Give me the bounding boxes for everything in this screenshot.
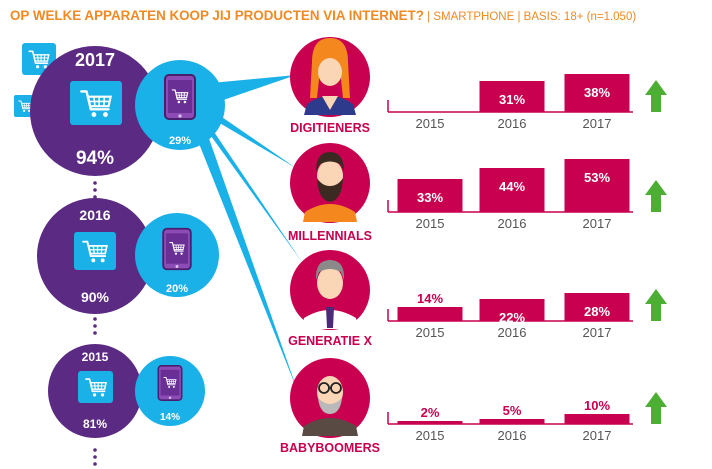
avatar-millennials — [290, 143, 370, 223]
year-circle-2016: 2016 90% — [37, 198, 153, 314]
generation-label-millennials: MILLENNIALS — [288, 229, 372, 243]
bar-millennials-2016 — [479, 168, 545, 212]
smartphone-label-2017: 29% — [169, 135, 191, 147]
header-separator-2: | — [514, 11, 524, 23]
bar-babyboomers-2016 — [479, 419, 545, 424]
x-tick-babyboomers-2015: 2015 — [416, 428, 445, 443]
total-label-2015: 81% — [83, 417, 107, 431]
x-tick-millennials-2015: 2015 — [416, 216, 445, 231]
x-tick-generatie-x-2017: 2017 — [583, 325, 612, 340]
trend-up-arrow-icon — [645, 289, 667, 321]
x-tick-babyboomers-2017: 2017 — [583, 428, 612, 443]
chart-header: OP WELKE APPARATEN KOOP JIJ PRODUCTEN VI… — [10, 8, 636, 23]
smartphone-label-2016: 20% — [166, 283, 188, 295]
x-tick-generatie-x-2015: 2015 — [416, 325, 445, 340]
bar-babyboomers-2017 — [564, 414, 630, 424]
portraits — [290, 37, 370, 438]
avatar-babyboomers — [290, 358, 370, 438]
year-circle-2017: 2017 94% — [30, 46, 160, 176]
bar-group-babyboomers: 2% 2015 5% 2016 10% 2017 — [387, 392, 667, 443]
generation-label-generatie-x: GENERATIE X — [288, 334, 372, 348]
trend-up-arrow-icon — [645, 80, 667, 112]
bar-group-millennials: 33% 2015 44% 2016 53% 2017 — [387, 159, 667, 231]
bar-label-digitieners-2017: 38% — [584, 85, 610, 100]
year-label-2016: 2016 — [79, 207, 110, 223]
total-label-2017: 94% — [76, 148, 114, 169]
bar-label-millennials-2015: 33% — [417, 190, 443, 205]
x-tick-digitieners-2016: 2016 — [498, 116, 527, 131]
header-separator-1: | — [423, 11, 434, 23]
chart-question: OP WELKE APPARATEN KOOP JIJ PRODUCTEN VI… — [10, 8, 424, 23]
timeline-dots — [93, 181, 97, 466]
bar-label-babyboomers-2017: 10% — [584, 398, 610, 413]
avatar-digitieners — [290, 37, 370, 117]
bar-charts: 201531%201638%201733%201544%201653%20171… — [387, 74, 667, 443]
trend-up-arrow-icon — [645, 180, 667, 212]
bar-group-generatie-x: 14% 2015 22%2016 28% 2017 — [387, 289, 667, 340]
generation-labels: DIGITIENERS MILLENNIALS GENERATIE X BABY… — [280, 121, 380, 455]
bar-digitieners-2016 — [479, 81, 545, 112]
bar-generatie-x-2017 — [564, 293, 630, 321]
bar-millennials-2017 — [564, 159, 630, 212]
timeline: 2017 94% 29% 2016 90% 20% 2015 — [14, 43, 225, 466]
bar-millennials-2015 — [397, 179, 463, 212]
header-device: SMARTPHONE — [433, 11, 515, 23]
x-tick-millennials-2016: 2016 — [498, 216, 527, 231]
smartphone-circle-2017: 29% — [135, 60, 225, 150]
bar-generatie-x-2015 — [397, 307, 463, 321]
x-tick-babyboomers-2016: 2016 — [498, 428, 527, 443]
year-circle-2015: 2015 81% — [48, 344, 142, 438]
bar-label-babyboomers-2016: 5% — [503, 403, 522, 418]
x-tick-generatie-x-2016: 2016 — [498, 325, 527, 340]
bar-label-babyboomers-2015: 2% — [421, 405, 440, 420]
bar-babyboomers-2015 — [397, 421, 463, 424]
bar-group-digitieners: 2015 31% 2016 38% 2017 — [387, 74, 667, 131]
bar-label-generatie-x-2017: 28% — [584, 304, 610, 319]
x-tick-digitieners-2017: 2017 — [583, 116, 612, 131]
bar-label-generatie-x-2016: 22% — [499, 310, 525, 325]
bar-generatie-x-2016 — [479, 299, 545, 321]
bar-label-digitieners-2016: 31% — [499, 92, 525, 107]
total-label-2016: 90% — [81, 289, 110, 305]
generation-label-digitieners: DIGITIENERS — [290, 121, 370, 135]
year-label-2015: 2015 — [82, 350, 109, 364]
smartphone-label-2015: 14% — [160, 412, 180, 423]
year-label-2017: 2017 — [75, 50, 115, 70]
header-basis: BASIS: 18+ (n=1.050) — [523, 11, 637, 23]
avatar-generatie-x — [290, 250, 370, 330]
trend-up-arrow-icon — [645, 392, 667, 424]
smartphone-circle-2015: 14% — [135, 356, 205, 426]
generation-label-babyboomers: BABYBOOMERS — [280, 441, 380, 455]
bar-digitieners-2017 — [564, 74, 630, 112]
x-tick-digitieners-2015: 2015 — [416, 116, 445, 131]
x-tick-millennials-2017: 2017 — [583, 216, 612, 231]
smartphone-circle-2016: 20% — [135, 213, 219, 297]
bar-label-millennials-2016: 44% — [499, 179, 525, 194]
bar-label-millennials-2017: 53% — [584, 170, 610, 185]
bar-label-generatie-x-2015: 14% — [417, 291, 443, 306]
